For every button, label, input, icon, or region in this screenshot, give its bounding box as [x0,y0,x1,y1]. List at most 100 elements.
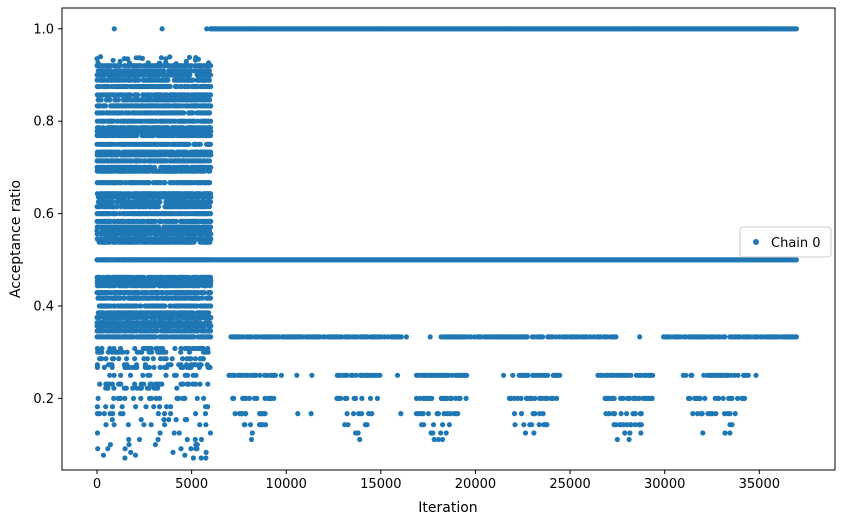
data-point [722,430,728,436]
data-point [697,395,703,401]
data-point [611,395,617,401]
data-point [716,395,722,401]
data-point [512,422,518,428]
data-point [455,411,461,417]
data-point [699,411,705,417]
data-point [701,372,707,378]
data-point [207,239,213,245]
data-point [518,395,524,401]
data-point [191,239,197,245]
data-point [186,141,192,147]
data-point [208,118,214,124]
data-point [740,395,746,401]
data-point [208,211,214,217]
data-point [369,411,375,417]
data-point [532,411,538,417]
data-point [248,436,255,443]
data-point [181,110,187,116]
data-point [249,430,255,436]
data-point [262,422,269,428]
data-point [344,395,350,401]
data-point [335,395,341,401]
data-point [232,411,238,417]
data-point [350,411,357,417]
data-point [167,83,173,90]
data-point [613,334,619,340]
data-point [242,411,248,417]
data-point [521,422,527,428]
data-point [649,395,655,401]
data-point [518,411,525,417]
data-point [720,395,726,401]
data-point [522,430,529,436]
data-point [713,411,719,417]
data-point [207,92,214,98]
data-point [690,411,696,417]
data-point [394,372,401,378]
data-point [403,334,409,340]
data-point [161,68,167,74]
data-point [525,372,531,378]
data-point [359,411,365,417]
data-point [207,290,214,296]
data-point [107,97,113,103]
data-point [420,411,426,417]
data-point [729,422,735,428]
data-point [689,372,695,378]
data-point [253,372,259,378]
data-point [308,411,314,417]
data-point [732,411,738,417]
data-point [156,72,162,78]
data-point [208,194,214,200]
data-point [627,430,633,436]
data-point [141,72,147,78]
data-point [618,411,624,417]
data-point [725,372,731,378]
data-point [345,422,351,428]
data-point [207,132,214,139]
data-point [208,83,214,90]
data-point [638,411,644,417]
data-point [540,334,546,340]
data-point [165,77,171,83]
data-point [207,141,214,147]
data-point [626,395,633,401]
data-point [134,132,140,139]
data-point [793,257,800,263]
data-point [638,430,644,436]
data-point [643,395,649,401]
data-point [102,103,109,109]
data-point [683,372,689,378]
data-point [111,26,117,32]
data-point [548,395,554,401]
data-point [612,411,618,417]
data-point [208,303,214,309]
data-point [735,372,741,378]
data-point [709,411,715,417]
data-point [359,395,365,401]
data-point [187,72,193,78]
data-point [431,436,437,443]
data-point [632,422,638,428]
data-point [206,158,213,164]
data-point [438,430,444,436]
data-point [206,77,212,83]
data-point [357,436,363,443]
data-point [425,372,431,378]
data-point [127,92,134,98]
data-point [774,334,780,340]
data-point [162,180,168,186]
data-point [446,422,452,428]
data-point [449,395,455,401]
data-point [101,72,107,78]
data-point [208,152,214,158]
data-point [204,26,210,32]
data-point [475,334,482,340]
data-point [447,411,453,417]
data-point [545,372,551,378]
data-point [440,422,446,428]
data-point [650,372,656,378]
data-point [190,77,196,83]
data-point [727,430,733,436]
data-point [207,180,213,186]
